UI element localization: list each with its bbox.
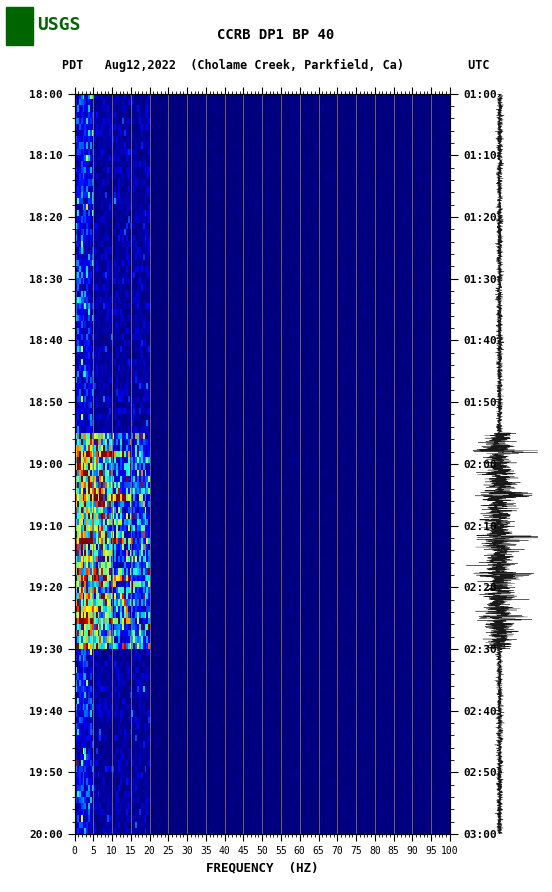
Text: CCRB DP1 BP 40: CCRB DP1 BP 40: [217, 28, 335, 42]
Bar: [6, 7, 33, 45]
Text: USGS: USGS: [38, 15, 81, 34]
Text: PDT   Aug12,2022  (Cholame Creek, Parkfield, Ca)         UTC: PDT Aug12,2022 (Cholame Creek, Parkfield…: [62, 59, 490, 72]
X-axis label: FREQUENCY  (HZ): FREQUENCY (HZ): [206, 862, 319, 874]
